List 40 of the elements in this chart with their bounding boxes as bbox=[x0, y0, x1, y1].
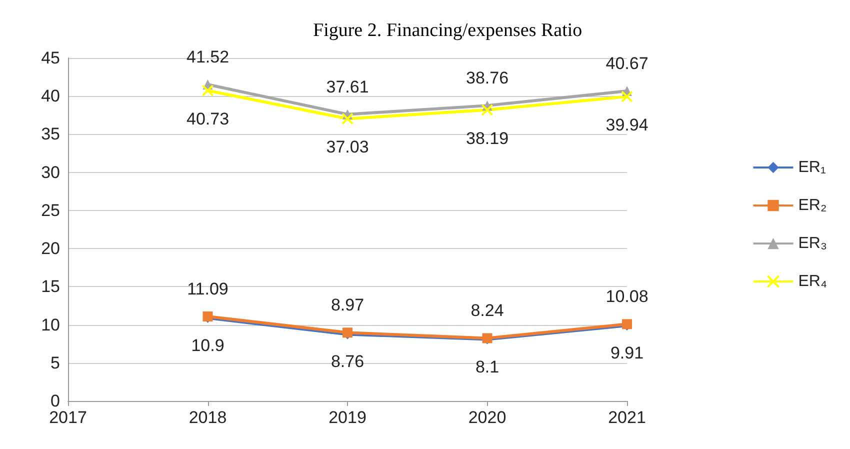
data-label: 38.19 bbox=[466, 128, 509, 148]
legend-label: ER₁ bbox=[798, 159, 826, 176]
x-tick-label: 2019 bbox=[328, 408, 366, 427]
legend-label: ER₃ bbox=[798, 235, 827, 252]
point bbox=[202, 84, 214, 97]
y-tick-label: 0 bbox=[50, 392, 60, 410]
y-tick-label: 20 bbox=[41, 239, 60, 258]
y-tick-label: 5 bbox=[50, 353, 60, 372]
data-label: 10.08 bbox=[606, 287, 648, 306]
y-tick-label: 45 bbox=[41, 48, 60, 68]
y-tick-label: 35 bbox=[41, 124, 60, 144]
data-label: 40.67 bbox=[606, 54, 648, 74]
data-label: 38.76 bbox=[466, 68, 509, 88]
y-tick-label: 30 bbox=[41, 162, 60, 182]
y-tick-label: 40 bbox=[41, 86, 60, 106]
chart-title: Figure 2. Financing/expenses Ratio bbox=[313, 20, 582, 41]
data-label: 11.09 bbox=[187, 279, 228, 298]
data-label: 9.91 bbox=[610, 343, 644, 362]
data-label: 8.24 bbox=[470, 301, 504, 320]
y-tick-label: 15 bbox=[41, 277, 60, 296]
data-label: 8.97 bbox=[330, 296, 364, 315]
x-tick-label: 2018 bbox=[188, 408, 227, 427]
data-label: 10.9 bbox=[191, 336, 224, 355]
data-label: 8.1 bbox=[475, 357, 500, 376]
y-tick-label: 10 bbox=[41, 315, 60, 334]
x-tick-label: 2020 bbox=[468, 408, 506, 427]
data-label: 37.61 bbox=[326, 77, 369, 96]
data-label: 41.52 bbox=[186, 48, 230, 67]
point bbox=[342, 112, 354, 125]
x-tick-label: 2021 bbox=[608, 408, 646, 427]
point bbox=[621, 90, 633, 103]
data-label: 8.76 bbox=[330, 352, 364, 372]
y-tick-label: 25 bbox=[41, 200, 60, 220]
point bbox=[481, 104, 494, 116]
data-label: 40.73 bbox=[186, 110, 230, 129]
legend-label: ER₂ bbox=[798, 197, 827, 214]
x-tick-label: 2017 bbox=[49, 408, 87, 427]
data-label: 37.03 bbox=[326, 138, 369, 157]
legend-label: ER₄ bbox=[798, 273, 828, 290]
data-label: 39.94 bbox=[606, 116, 648, 135]
